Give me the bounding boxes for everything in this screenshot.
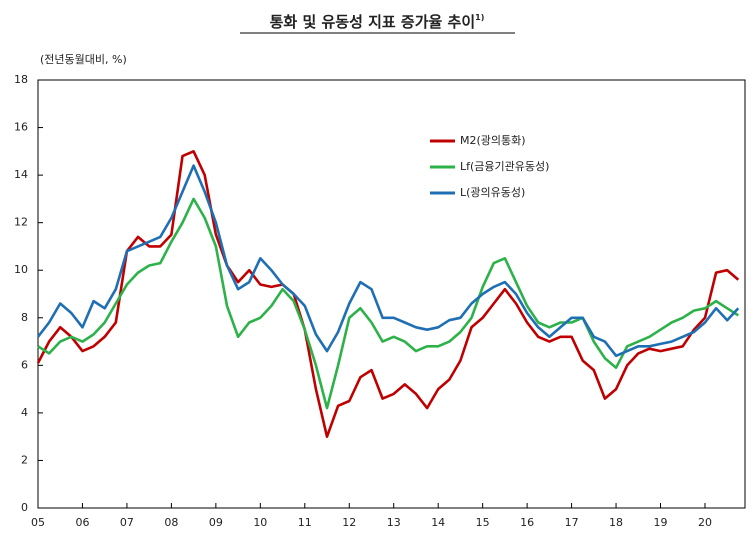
series-line: [36, 164, 740, 358]
x-tick-label: 15: [476, 516, 490, 529]
y-tick-label: 6: [21, 358, 28, 371]
y-tick-label: 16: [14, 121, 28, 134]
x-tick-label: 09: [209, 516, 223, 529]
legend-label: M2(광의통화): [460, 134, 526, 147]
x-tick-label: 20: [698, 516, 712, 529]
y-tick-label: 10: [14, 263, 28, 276]
x-tick-label: 10: [253, 516, 267, 529]
y-axis-label: (전년동월대비, %): [40, 53, 127, 66]
x-tick-label: 05: [31, 516, 45, 529]
series-line: [36, 150, 740, 438]
x-tick-label: 16: [520, 516, 534, 529]
x-tick-label: 07: [120, 516, 134, 529]
plot-frame: [37, 79, 746, 509]
y-tick-label: 12: [14, 216, 28, 229]
x-tick-label: 18: [609, 516, 623, 529]
x-tick-label: 13: [387, 516, 401, 529]
y-tick-label: 0: [21, 501, 28, 514]
y-tick-label: 18: [14, 73, 28, 86]
y-tick-label: 4: [21, 406, 28, 419]
x-tick-label: 06: [75, 516, 89, 529]
x-tick-label: 14: [431, 516, 445, 529]
x-tick-label: 08: [164, 516, 178, 529]
x-tick-label: 19: [654, 516, 668, 529]
title-text: 통화 및 유동성 지표 증가율 추이: [270, 13, 476, 31]
x-tick-label: 11: [298, 516, 312, 529]
x-tick-label: 17: [565, 516, 579, 529]
title-note: 1): [475, 13, 484, 22]
y-tick-label: 14: [14, 168, 28, 181]
series-line: [37, 197, 740, 410]
y-tick-label: 2: [21, 453, 28, 466]
chart-title: 통화 및 유동성 지표 증가율 추이1): [270, 13, 485, 31]
legend-label: Lf(금융기관유동성): [460, 160, 549, 173]
x-tick-label: 12: [342, 516, 356, 529]
y-tick-label: 8: [21, 311, 28, 324]
legend-label: L(광의유동성): [460, 186, 525, 199]
